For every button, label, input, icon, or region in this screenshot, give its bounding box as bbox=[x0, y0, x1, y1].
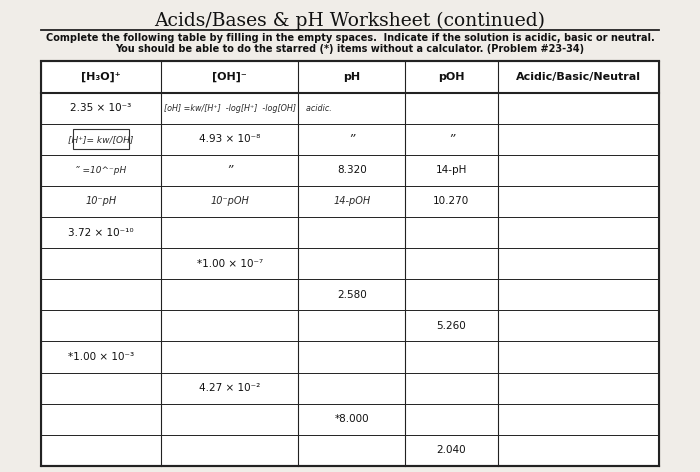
Text: 14-pH: 14-pH bbox=[435, 165, 467, 175]
Text: 2.35 × 10⁻³: 2.35 × 10⁻³ bbox=[70, 103, 132, 113]
Text: [H₃O]⁺: [H₃O]⁺ bbox=[81, 72, 121, 82]
Text: 5.260: 5.260 bbox=[437, 321, 466, 331]
Text: Acids/Bases & pH Worksheet (continued): Acids/Bases & pH Worksheet (continued) bbox=[155, 12, 545, 30]
Text: 10.270: 10.270 bbox=[433, 196, 470, 206]
Text: [OH]⁻: [OH]⁻ bbox=[212, 72, 247, 82]
Text: ”: ” bbox=[349, 133, 355, 146]
Text: 10⁻pH: 10⁻pH bbox=[85, 196, 117, 206]
Text: *1.00 × 10⁻³: *1.00 × 10⁻³ bbox=[68, 352, 134, 362]
Text: 8.320: 8.320 bbox=[337, 165, 367, 175]
Text: ”: ” bbox=[448, 133, 454, 146]
Text: pH: pH bbox=[343, 72, 360, 82]
Text: Acidic/Basic/Neutral: Acidic/Basic/Neutral bbox=[516, 72, 641, 82]
Text: ”: ” bbox=[227, 164, 233, 177]
Text: 2.040: 2.040 bbox=[437, 446, 466, 455]
Text: 2.580: 2.580 bbox=[337, 290, 367, 300]
Text: *8.000: *8.000 bbox=[335, 414, 369, 424]
Text: 4.27 × 10⁻²: 4.27 × 10⁻² bbox=[199, 383, 260, 393]
Text: 4.93 × 10⁻⁸: 4.93 × 10⁻⁸ bbox=[199, 134, 260, 144]
Bar bbox=[41, 61, 659, 466]
Text: [oH] =kw/[H⁺]  -log[H⁺]  -log[OH]    acidic.: [oH] =kw/[H⁺] -log[H⁺] -log[OH] acidic. bbox=[164, 104, 331, 113]
Text: *1.00 × 10⁻⁷: *1.00 × 10⁻⁷ bbox=[197, 259, 262, 269]
Text: You should be able to do the starred (*) items without a calculator. (Problem #2: You should be able to do the starred (*)… bbox=[116, 43, 584, 54]
Text: pOH: pOH bbox=[438, 72, 465, 82]
Text: [H⁺]= kw/[OH]: [H⁺]= kw/[OH] bbox=[69, 135, 134, 144]
Text: ” =10^⁻pH: ” =10^⁻pH bbox=[76, 166, 127, 175]
Text: 10⁻pOH: 10⁻pOH bbox=[210, 196, 249, 206]
Text: 3.72 × 10⁻¹⁰: 3.72 × 10⁻¹⁰ bbox=[68, 228, 134, 237]
Text: 14-pOH: 14-pOH bbox=[333, 196, 370, 206]
Bar bbox=[73, 129, 130, 149]
Text: Complete the following table by filling in the empty spaces.  Indicate if the so: Complete the following table by filling … bbox=[46, 34, 655, 43]
